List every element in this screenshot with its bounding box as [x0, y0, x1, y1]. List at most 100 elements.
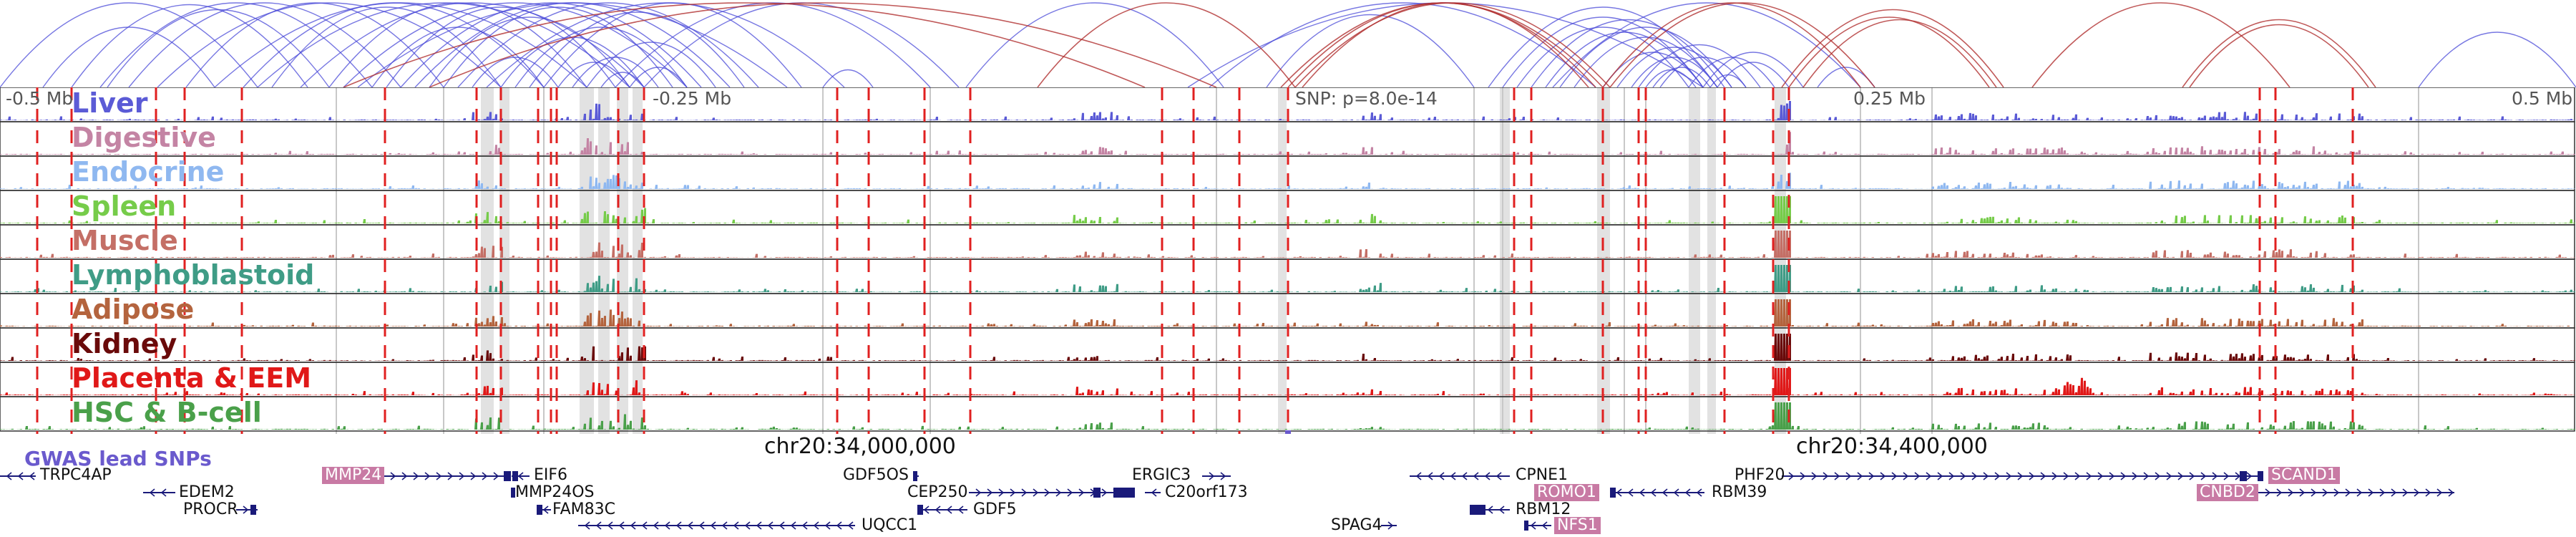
loop-arc-red	[1802, 19, 1997, 88]
gene-label-uqcc1[interactable]: UQCC1	[862, 516, 918, 534]
loop-arc	[1531, 19, 1725, 88]
loop-arc	[300, 2, 645, 88]
gene-label-mmp24os[interactable]: MMP24OS	[515, 483, 595, 501]
track-label-adipose: Adipose	[72, 294, 195, 325]
cpne1-arrow	[1461, 472, 1468, 480]
highlight-band	[1707, 87, 1716, 434]
fam83c-arrow	[542, 505, 549, 514]
mmp24os-exon	[511, 488, 515, 498]
highlight-band	[1689, 87, 1700, 434]
rbm12-arrow	[1487, 505, 1493, 514]
trpc4ap-arrow	[17, 472, 24, 480]
gene-label-gdf5[interactable]: GDF5	[973, 500, 1017, 518]
uqcc1-arrow	[641, 521, 648, 530]
mmp24-arrow	[459, 472, 465, 480]
gene-label-cpne1[interactable]: CPNE1	[1516, 466, 1568, 484]
gene-label-trpc4ap[interactable]: TRPC4AP	[40, 466, 112, 484]
scale-label-plus-half: 0.5 Mb	[2512, 88, 2573, 109]
loop-arc	[1638, 44, 1761, 88]
cep250-arrow	[987, 488, 993, 497]
rbm39-arrow	[1662, 488, 1668, 497]
mmp24-arrow	[447, 472, 454, 480]
gdf5-arrow	[923, 505, 930, 514]
gene-label-rbm39[interactable]: RBM39	[1712, 483, 1767, 501]
rbm39-arrow	[1673, 488, 1679, 497]
gene-label-eif6[interactable]: EIF6	[534, 466, 568, 484]
cep250-exon	[1093, 488, 1101, 498]
loop-arc	[443, 6, 673, 88]
loop-arc	[557, 62, 630, 88]
gene-label-rbm12[interactable]: RBM12	[1516, 500, 1571, 518]
phf20-arrow	[1880, 472, 1886, 480]
cep250-arrow	[1010, 488, 1016, 497]
loop-arc	[643, 2, 960, 88]
mmp24-arrow	[436, 472, 442, 480]
loop-arc	[1709, 74, 1747, 88]
phf20-arrow	[1800, 472, 1806, 480]
gdf5-exon	[917, 505, 923, 515]
mmp24-arrow	[470, 472, 477, 480]
loop-arc	[572, 57, 659, 88]
phf20-arrow	[2189, 472, 2195, 480]
loop-arc	[371, 26, 545, 88]
phf20-arrow	[2212, 472, 2218, 480]
loop-arc	[257, 2, 630, 88]
cnbd2-strand-arrow	[2288, 488, 2294, 497]
gene-label-mmp24[interactable]: MMP24	[322, 467, 385, 484]
rbm39-arrow	[1627, 488, 1634, 497]
phf20-arrow	[2086, 472, 2092, 480]
mmp24-arrow	[493, 472, 499, 480]
uqcc1-arrow	[824, 521, 831, 530]
gwas-lead-snp-marker	[1285, 430, 1291, 434]
gene-label-cep250[interactable]: CEP250	[907, 483, 968, 501]
gene-label-edem2[interactable]: EDEM2	[179, 483, 235, 501]
loop-arc	[1659, 57, 1747, 88]
gene-label-scand1[interactable]: SCAND1	[2268, 467, 2340, 484]
gene-label-c20orf173[interactable]: C20orf173	[1165, 483, 1248, 501]
cnbd2-strand-arrow	[2425, 488, 2431, 497]
gene-label-cnbd2[interactable]: CNBD2	[2197, 484, 2258, 501]
cnbd2-strand-arrow	[2436, 488, 2443, 497]
uqcc1-arrow	[698, 521, 705, 530]
phf20-arrow	[1948, 472, 1955, 480]
loop-arc	[1545, 32, 1704, 88]
eif6-exon	[512, 471, 518, 481]
gene-label-spag4[interactable]: SPAG4	[1331, 516, 1382, 534]
loop-arc-red	[1287, 2, 1596, 88]
loop-arc	[543, 2, 802, 88]
loop-arc	[386, 6, 616, 88]
loop-arc-red	[1302, 2, 1589, 88]
gene-label-gdf5os[interactable]: GDF5OS	[843, 466, 909, 484]
cep250-arrow	[1021, 488, 1028, 497]
procr-arrow	[243, 505, 249, 514]
gene-label-fam83c[interactable]: FAM83C	[552, 500, 616, 518]
loop-arc	[414, 2, 731, 88]
uqcc1-arrow	[584, 521, 590, 530]
gene-label-romo1[interactable]: ROMO1	[1534, 484, 1599, 501]
uqcc1-arrow	[721, 521, 728, 530]
chr-coordinate-34400000: chr20:34,400,000	[1796, 434, 1988, 459]
cnbd2-strand-arrow	[2391, 488, 2397, 497]
loop-arc-red	[429, 2, 1217, 88]
spag4-arrow	[1387, 521, 1394, 530]
phf20-arrow	[1891, 472, 1898, 480]
rbm39-arrow	[1650, 488, 1657, 497]
loop-arc	[99, 2, 373, 88]
gene-label-phf20[interactable]: PHF20	[1735, 466, 1785, 484]
gene-label-procr[interactable]: PROCR	[183, 500, 238, 518]
track-label-spleen: Spleen	[72, 190, 177, 222]
phf20-arrow	[1994, 472, 2001, 480]
phf20-arrow	[2120, 472, 2127, 480]
phf20-arrow	[2074, 472, 2081, 480]
loop-arc	[243, 2, 545, 88]
gene-label-ergic3[interactable]: ERGIC3	[1132, 466, 1191, 484]
gene-label-nfs1[interactable]: NFS1	[1554, 517, 1601, 534]
c20orf173-arrow	[1151, 488, 1157, 497]
rbm39-arrow	[1616, 488, 1622, 497]
phf20-arrow	[1914, 472, 1921, 480]
mmp24-arrow	[424, 472, 431, 480]
cnbd2-strand-arrow	[2322, 488, 2328, 497]
highlight-band	[1278, 87, 1287, 434]
phf20-arrow	[1868, 472, 1875, 480]
